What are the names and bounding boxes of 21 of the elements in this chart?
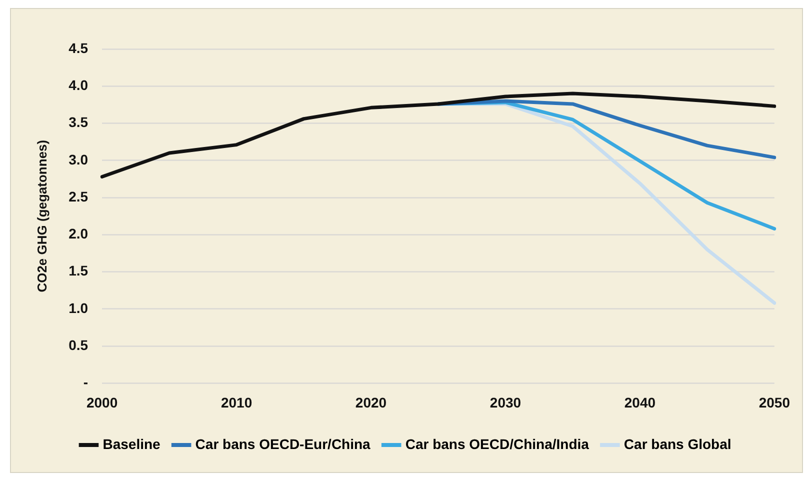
legend-label: Car bans Global (624, 436, 732, 452)
legend-label: Baseline (102, 436, 161, 452)
y-tick-label: 3.0 (68, 151, 88, 168)
y-tick-label: 4.0 (68, 76, 88, 93)
y-tick-label: 4.5 (68, 40, 88, 56)
x-tick-label: 2050 (758, 394, 790, 410)
y-tick-label: 1.0 (68, 300, 88, 316)
y-tick-label: 0.5 (68, 336, 88, 353)
y-tick-label: 1.5 (68, 262, 88, 279)
x-tick-label: 2010 (220, 394, 252, 410)
y-tick-label: 2.0 (68, 226, 88, 242)
y-axis-title: CO2e GHG (gegatonnes) (34, 140, 50, 292)
x-tick-label: 2020 (355, 394, 387, 410)
x-tick-label: 2000 (86, 394, 118, 410)
y-tick-label: 2.5 (68, 188, 88, 204)
x-tick-label: 2040 (624, 394, 656, 410)
y-tick-label: 3.5 (68, 114, 88, 130)
legend-label: Car bans OECD/China/India (405, 436, 590, 452)
legend-label: Car bans OECD-Eur/China (195, 436, 371, 452)
y-tick-label: - (83, 374, 88, 390)
x-tick-label: 2030 (490, 394, 522, 410)
